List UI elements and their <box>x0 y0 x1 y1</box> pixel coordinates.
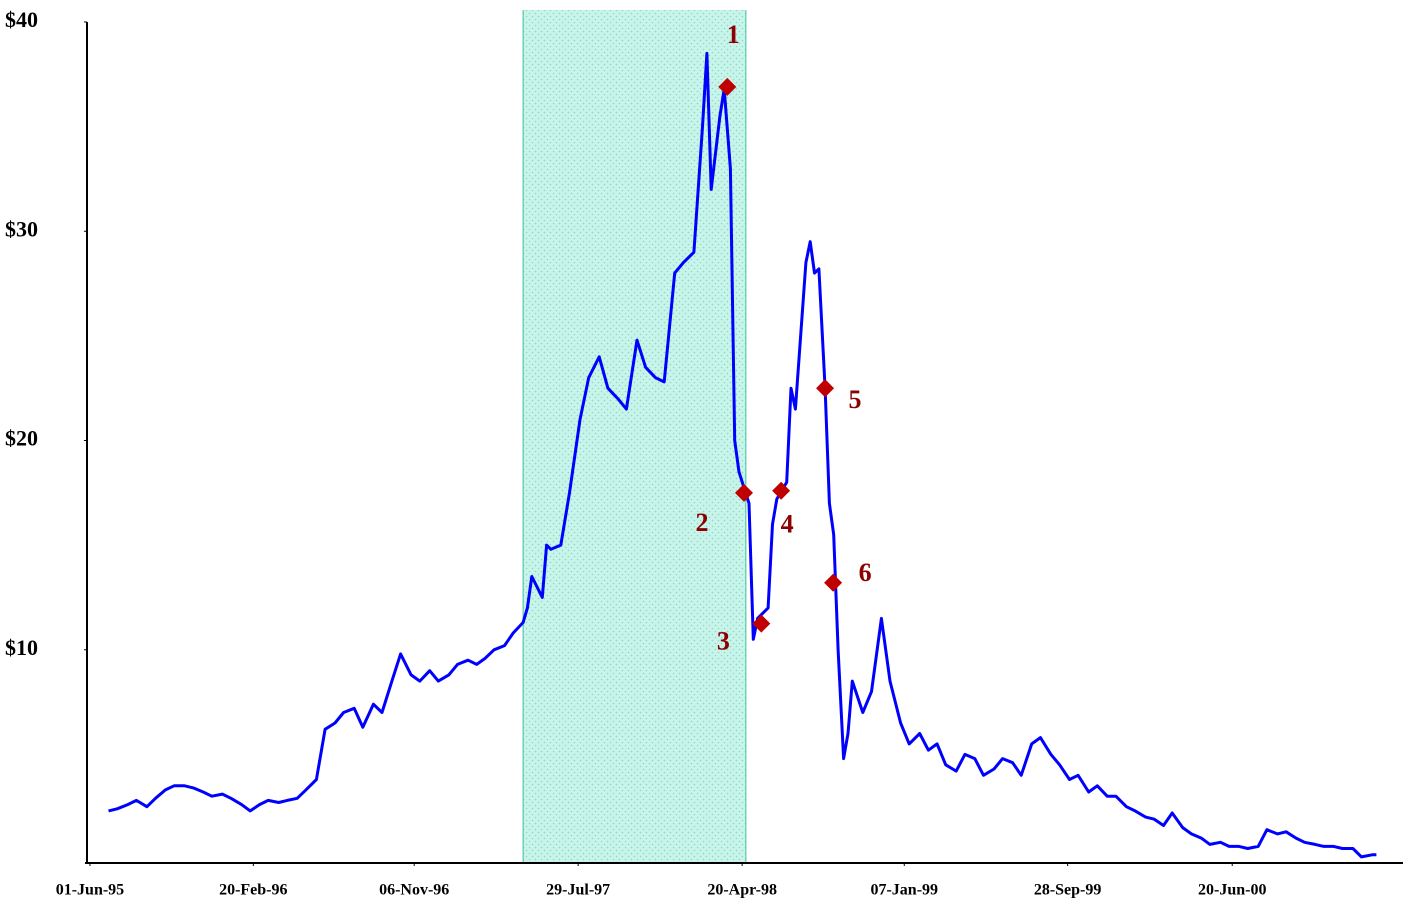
x-tick-label: 06-Nov-96 <box>379 882 449 899</box>
y-tick-label: $30 <box>5 216 38 241</box>
x-tick-label: 07-Jan-99 <box>870 882 938 899</box>
event-label: 6 <box>859 558 872 587</box>
x-tick-label: 29-Jul-97 <box>546 882 610 899</box>
x-tick-label: 28-Sep-99 <box>1034 882 1102 899</box>
y-tick-label: $10 <box>5 635 38 660</box>
x-tick-label: 20-Apr-98 <box>707 882 777 899</box>
event-label: 5 <box>849 385 862 414</box>
event-label: 2 <box>696 508 709 537</box>
event-marker <box>824 573 843 592</box>
price-line <box>108 51 1377 859</box>
y-tick-label: $40 <box>5 7 38 32</box>
event-marker <box>752 614 771 633</box>
event-marker <box>816 379 835 398</box>
event-marker <box>735 483 753 502</box>
event-label: 4 <box>781 510 794 539</box>
x-tick-label: 20-Feb-96 <box>219 882 287 899</box>
event-label: 3 <box>717 627 730 656</box>
shaded-region <box>523 10 746 863</box>
event-marker <box>772 481 791 500</box>
event-label: 1 <box>727 20 740 49</box>
x-tick-label: 01-Jun-95 <box>56 882 124 899</box>
y-tick-label: $20 <box>5 426 38 451</box>
event-marker <box>718 77 737 96</box>
x-tick-label: 20-Jun-00 <box>1198 882 1266 899</box>
